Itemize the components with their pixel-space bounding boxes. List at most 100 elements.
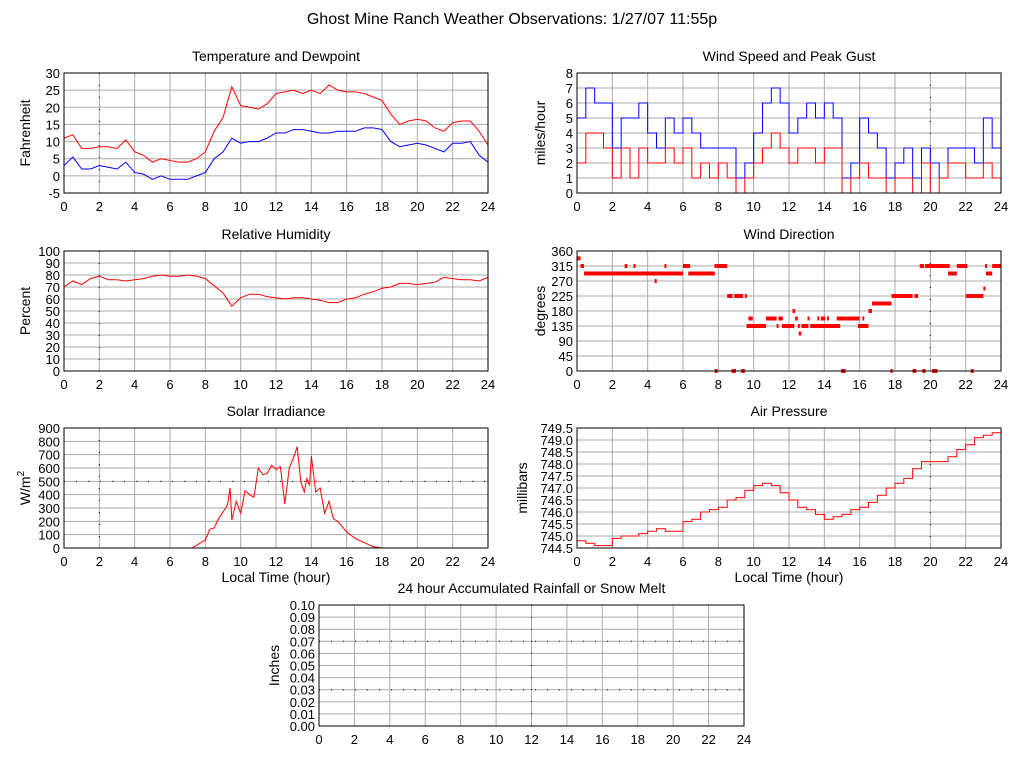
- x-tick-label: 4: [131, 554, 138, 569]
- dewpoint-line: [63, 127, 489, 180]
- x-tick-label: 6: [166, 199, 173, 214]
- y-tick-label: 45: [559, 349, 573, 364]
- y-tick-label: 40: [46, 316, 60, 331]
- plot-frame: [576, 250, 1002, 372]
- y-tick-label: 2: [566, 156, 573, 171]
- wind-direction-point: [985, 264, 988, 268]
- y-tick-label: 30: [46, 328, 60, 343]
- wind-direction-point: [746, 324, 767, 328]
- y-tick-label: 8: [566, 66, 573, 81]
- x-tick-label: 22: [958, 199, 972, 214]
- y-tick-label: 749.5: [540, 421, 573, 436]
- x-tick-label: 18: [888, 199, 902, 214]
- x-tick-label: 10: [489, 732, 503, 747]
- y-tick-label: 30: [46, 66, 60, 81]
- x-tick-label: 4: [131, 377, 138, 392]
- wind-direction-point: [795, 316, 798, 321]
- x-tick-label: 18: [375, 554, 389, 569]
- y-tick-label: 180: [551, 304, 573, 319]
- y-tick-label: 0.08: [290, 622, 315, 637]
- y-tick-label: 25: [46, 83, 60, 98]
- x-tick-label: 14: [817, 199, 831, 214]
- wind-direction-point: [734, 294, 744, 298]
- y-axis-label: millibars: [514, 462, 530, 513]
- y-axis-label: degrees: [532, 286, 548, 337]
- y-axis-label: Fahrenheit: [17, 99, 33, 166]
- y-axis-label: Percent: [17, 287, 33, 335]
- y-tick-label: 746.5: [540, 493, 573, 508]
- x-tick-label: 8: [202, 377, 209, 392]
- y-tick-label: 744.5: [540, 541, 573, 556]
- wind-direction-point: [925, 264, 941, 268]
- x-tick-label: 0: [573, 377, 580, 392]
- y-tick-label: 746.0: [540, 505, 573, 520]
- x-tick-label: 24: [481, 199, 495, 214]
- y-tick-label: 225: [551, 289, 573, 304]
- wind-direction-point: [826, 316, 829, 321]
- x-tick-label: 18: [631, 732, 645, 747]
- y-tick-label: 749.0: [540, 433, 573, 448]
- x-tick-label: 18: [375, 377, 389, 392]
- y-tick-label: 900: [38, 421, 60, 436]
- y-tick-label: 0.07: [290, 634, 315, 649]
- x-tick-label: 16: [339, 377, 353, 392]
- y-tick-label: 0.02: [290, 695, 315, 710]
- y-axis-label: Inches: [266, 645, 282, 686]
- wind-direction-point: [792, 309, 796, 313]
- y-tick-label: -5: [48, 186, 60, 201]
- x-tick-label: 24: [994, 199, 1008, 214]
- wind-direction-point: [664, 264, 667, 268]
- x-tick-label: 2: [96, 199, 103, 214]
- wind-direction-point: [862, 316, 865, 321]
- temperature-line: [63, 84, 489, 163]
- x-tick-label: 4: [644, 199, 651, 214]
- wind-direction-point: [891, 294, 913, 298]
- y-tick-label: 50: [46, 304, 60, 319]
- x-tick-label: 12: [524, 732, 538, 747]
- wind-direction-point: [807, 316, 810, 321]
- y-tick-label: 100: [38, 244, 60, 259]
- peak-gust-line: [577, 87, 1002, 179]
- x-tick-label: 6: [422, 732, 429, 747]
- wind-direction-point: [985, 271, 993, 276]
- x-tick-label: 14: [304, 554, 318, 569]
- x-tick-label: 4: [386, 732, 393, 747]
- x-tick-label: 8: [202, 199, 209, 214]
- y-tick-label: 15: [46, 117, 60, 132]
- plot-frame: [63, 250, 489, 372]
- y-tick-label: 600: [38, 461, 60, 476]
- y-tick-label: 0.04: [290, 671, 315, 686]
- x-tick-label: 2: [96, 377, 103, 392]
- chart-title: Air Pressure: [750, 403, 827, 419]
- y-axis-label: W/m2: [16, 470, 33, 505]
- y-tick-label: 0.03: [290, 683, 315, 698]
- x-tick-label: 16: [339, 554, 353, 569]
- y-tick-label: 0: [53, 169, 60, 184]
- x-tick-label: 6: [166, 554, 173, 569]
- y-tick-label: 0.06: [290, 646, 315, 661]
- y-tick-label: 200: [38, 514, 60, 529]
- wind-direction-point: [817, 316, 820, 321]
- wind-direction-point: [577, 256, 581, 261]
- x-tick-label: 0: [60, 199, 67, 214]
- x-tick-label: 0: [573, 199, 580, 214]
- y-tick-label: 0: [53, 541, 60, 556]
- x-tick-label: 24: [994, 554, 1008, 569]
- x-tick-label: 20: [410, 554, 424, 569]
- x-tick-label: 2: [96, 554, 103, 569]
- wind-direction-point: [868, 309, 873, 313]
- x-tick-label: 2: [609, 554, 616, 569]
- plot-frame: [63, 427, 489, 549]
- x-tick-label: 16: [852, 377, 866, 392]
- x-tick-label: 16: [852, 554, 866, 569]
- x-tick-label: 22: [958, 554, 972, 569]
- x-tick-label: 22: [958, 377, 972, 392]
- x-tick-label: 8: [202, 554, 209, 569]
- y-tick-label: 315: [551, 259, 573, 274]
- y-tick-label: 90: [559, 334, 573, 349]
- x-tick-label: 18: [375, 199, 389, 214]
- y-tick-label: 747.5: [540, 469, 573, 484]
- y-tick-label: 0.01: [290, 707, 315, 722]
- y-tick-label: 5: [566, 111, 573, 126]
